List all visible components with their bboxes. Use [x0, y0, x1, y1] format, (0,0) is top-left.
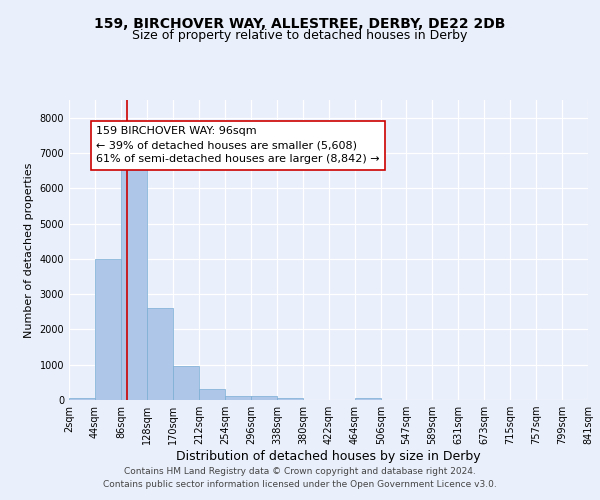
Bar — [355, 398, 380, 400]
Bar — [199, 388, 224, 400]
Bar — [69, 398, 95, 400]
Bar — [95, 259, 121, 400]
Y-axis label: Number of detached properties: Number of detached properties — [24, 162, 34, 338]
Bar — [147, 308, 173, 400]
Bar — [277, 398, 302, 400]
Text: 159, BIRCHOVER WAY, ALLESTREE, DERBY, DE22 2DB: 159, BIRCHOVER WAY, ALLESTREE, DERBY, DE… — [94, 18, 506, 32]
Bar — [121, 167, 146, 400]
X-axis label: Distribution of detached houses by size in Derby: Distribution of detached houses by size … — [176, 450, 481, 463]
Text: Contains public sector information licensed under the Open Government Licence v3: Contains public sector information licen… — [103, 480, 497, 489]
Text: Size of property relative to detached houses in Derby: Size of property relative to detached ho… — [133, 29, 467, 42]
Text: Contains HM Land Registry data © Crown copyright and database right 2024.: Contains HM Land Registry data © Crown c… — [124, 467, 476, 476]
Bar — [251, 396, 277, 400]
Bar — [173, 366, 199, 400]
Text: 159 BIRCHOVER WAY: 96sqm
← 39% of detached houses are smaller (5,608)
61% of sem: 159 BIRCHOVER WAY: 96sqm ← 39% of detach… — [96, 126, 380, 164]
Bar — [225, 396, 251, 400]
